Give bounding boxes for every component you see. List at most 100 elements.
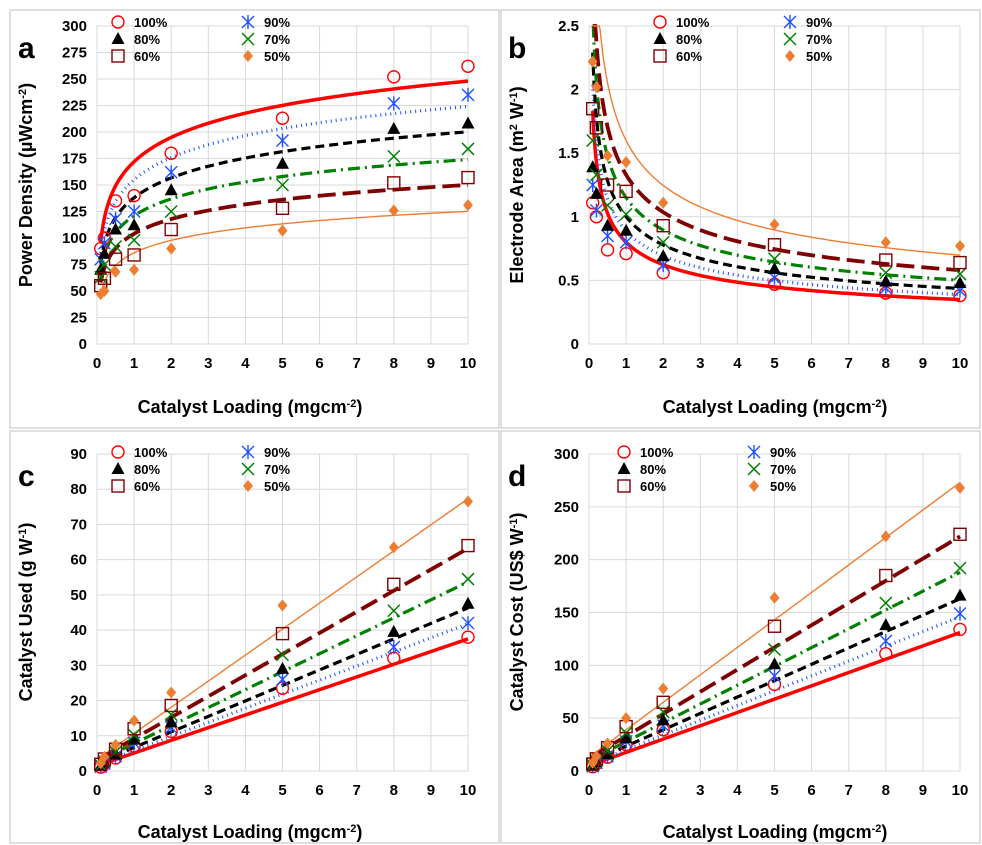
y-axis-title: Electrode Area (m2 W-1) (507, 86, 527, 283)
x-tick-label: 1 (622, 782, 630, 799)
data-point-90pct (879, 634, 893, 649)
data-point-70pct (164, 204, 178, 219)
x-tick-label: 3 (696, 782, 704, 799)
y-tick-label: 1 (571, 209, 579, 226)
data-point-100pct (127, 188, 141, 203)
x-tick-label: 0 (93, 355, 101, 372)
fit-line-50pct (100, 210, 469, 295)
legend-label-70pct: 70% (264, 32, 290, 47)
y-tick-label: 30 (70, 657, 87, 674)
x-tick-label: 1 (130, 355, 138, 372)
y-tick-label: 100 (554, 657, 579, 674)
data-point-70pct (461, 142, 475, 156)
data-point-50pct (277, 224, 288, 237)
data-point-80pct (768, 657, 781, 670)
data-point-90pct (589, 203, 603, 218)
y-tick-label: 0.5 (558, 272, 579, 289)
y-tick-label: 300 (62, 18, 87, 35)
data-point-80pct (589, 186, 603, 199)
legend-marker-90pct (241, 445, 255, 459)
legend-marker-80pct (111, 32, 125, 44)
x-tick-label: 2 (167, 782, 175, 799)
x-axis-title: Catalyst Loading (mgcm-2) (663, 822, 888, 842)
y-tick-label: 1.5 (558, 145, 579, 162)
legend-marker-90pct (747, 445, 761, 459)
data-point-50pct (166, 242, 177, 255)
data-point-50pct (463, 495, 473, 508)
legend-marker-60pct (111, 479, 125, 493)
x-tick-label: 3 (696, 355, 704, 372)
panel-letter: d (508, 460, 526, 493)
data-point-50pct (621, 156, 632, 169)
legend-marker-100pct (617, 445, 631, 459)
data-point-70pct (164, 708, 178, 722)
panel-letter: a (18, 32, 35, 65)
fit-line-90pct (592, 615, 961, 765)
data-point-50pct (110, 265, 121, 278)
data-point-80pct (276, 156, 289, 169)
data-point-80pct (619, 223, 633, 236)
data-point-50pct (388, 541, 399, 554)
y-tick-label: 150 (62, 177, 87, 194)
fit-line-50pct (592, 25, 961, 256)
x-tick-label: 2 (659, 355, 667, 372)
fit-line-70pct (591, 570, 961, 760)
x-axis-title: Catalyst Loading (mgcm-2) (663, 397, 888, 417)
x-tick-label: 8 (882, 782, 890, 799)
data-point-50pct (602, 737, 613, 750)
data-point-70pct (387, 604, 401, 618)
data-point-50pct (769, 591, 780, 604)
legend-label-100pct: 100% (134, 15, 168, 30)
data-point-70pct (109, 745, 123, 759)
data-point-70pct (109, 239, 123, 254)
legend-marker-50pct (243, 50, 253, 62)
x-tick-label: 8 (882, 355, 890, 372)
legend-marker-70pct (747, 462, 761, 476)
x-axis-title: Catalyst Loading (mgcm-2) (138, 822, 363, 842)
y-tick-label: 20 (70, 693, 87, 710)
data-point-60pct (656, 695, 670, 710)
data-point-70pct (127, 233, 141, 247)
x-tick-label: 4 (241, 782, 250, 799)
x-tick-label: 10 (952, 355, 969, 372)
data-point-100pct (461, 630, 475, 644)
legend-label-50pct: 50% (770, 479, 796, 494)
x-tick-label: 2 (659, 782, 667, 799)
fit-line-100pct (590, 110, 961, 302)
data-point-90pct (276, 133, 289, 148)
y-tick-label: 75 (70, 257, 87, 274)
y-tick-label: 125 (62, 204, 87, 221)
data-point-60pct (387, 176, 401, 190)
legend-marker-80pct (617, 462, 631, 474)
data-point-70pct (275, 178, 290, 192)
data-point-90pct (387, 96, 401, 111)
y-tick-label: 40 (70, 622, 87, 639)
data-point-90pct (601, 228, 615, 243)
data-point-70pct (97, 257, 111, 272)
panel-frame (9, 430, 500, 844)
x-tick-label: 6 (315, 782, 323, 799)
legend-label-70pct: 70% (770, 462, 796, 477)
data-point-90pct (127, 204, 141, 219)
x-tick-label: 3 (204, 782, 212, 799)
x-tick-label: 2 (167, 355, 175, 372)
panel-letter: b (508, 32, 526, 65)
data-point-60pct (879, 253, 893, 267)
data-point-60pct (275, 626, 290, 641)
data-point-50pct (388, 204, 399, 217)
x-tick-label: 0 (93, 782, 101, 799)
data-point-50pct (658, 682, 669, 695)
legend-marker-50pct (749, 480, 759, 492)
data-point-80pct (656, 249, 670, 262)
legend-marker-80pct (653, 32, 667, 44)
legend-marker-70pct (783, 32, 797, 46)
x-tick-label: 9 (427, 355, 435, 372)
fit-line-90pct (100, 622, 469, 765)
panel-frame (9, 9, 500, 429)
data-point-60pct (656, 219, 670, 233)
panel-c: 0 1 2 3 4 5 6 7 8 9 10 0 10 20 30 40 50 60 70 80 90 Catalyst … (9, 430, 500, 844)
fit-line-60pct (98, 183, 469, 283)
data-point-70pct (767, 642, 782, 657)
data-point-60pct (953, 255, 967, 270)
